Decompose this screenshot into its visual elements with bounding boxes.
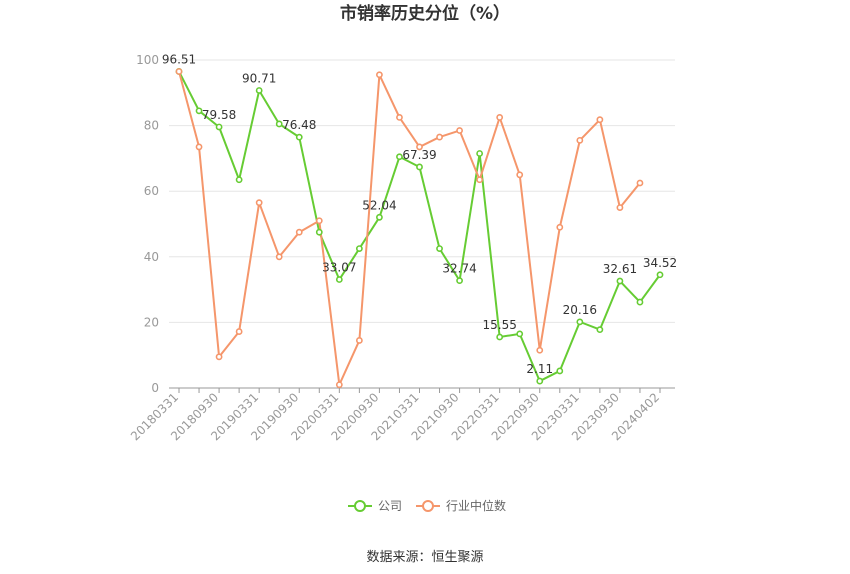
data-label: 79.58 xyxy=(202,108,236,122)
series-point-0 xyxy=(616,277,624,285)
chart-title: 市销率历史分位（%） xyxy=(340,3,510,24)
series-point-1 xyxy=(536,346,544,354)
series-point-1 xyxy=(355,337,363,344)
series-point-1 xyxy=(335,381,343,389)
series-point-1 xyxy=(255,199,263,207)
series-point-0 xyxy=(536,377,544,385)
legend-item-1[interactable]: 行业中位数 xyxy=(416,498,506,513)
legend-label: 公司 xyxy=(378,499,402,513)
data-label: 90.71 xyxy=(242,71,276,85)
series-point-0 xyxy=(636,298,644,306)
series-point-1 xyxy=(315,217,323,225)
series-point-0 xyxy=(235,176,243,184)
data-labels: 96.51 79.58 90.71 76.48 33.07 52.04 67.39 32.74… xyxy=(162,52,677,376)
legend[interactable]: 公司 行业中位数 xyxy=(348,498,506,513)
series-point-0 xyxy=(396,153,403,161)
series-point-1 xyxy=(396,114,403,121)
series-point-0 xyxy=(416,163,423,171)
series-point-0 xyxy=(255,87,263,94)
series-point-1 xyxy=(295,228,303,236)
legend-swatch-marker xyxy=(354,500,366,512)
series-point-0 xyxy=(516,330,524,338)
series-layer xyxy=(175,68,664,389)
y-tick-label: 100 xyxy=(136,53,159,67)
series-point-1 xyxy=(496,114,504,121)
series-point-0 xyxy=(596,326,604,334)
series-point-1 xyxy=(275,253,283,261)
series-point-0 xyxy=(556,367,564,375)
series-line-0 xyxy=(178,70,661,383)
series-point-1 xyxy=(456,127,463,134)
series-point-1 xyxy=(376,71,383,79)
data-label: 32.61 xyxy=(603,262,637,276)
data-label: 2.11 xyxy=(526,362,553,376)
y-tick-label: 80 xyxy=(144,119,159,133)
series-point-1 xyxy=(175,68,183,75)
data-label: 67.39 xyxy=(402,148,436,162)
y-tick-label: 0 xyxy=(151,381,159,395)
series-point-0 xyxy=(656,271,664,279)
series-point-0 xyxy=(275,120,283,128)
data-label: 15.55 xyxy=(482,318,516,332)
grid xyxy=(169,59,675,323)
series-point-0 xyxy=(195,107,203,115)
data-label: 96.51 xyxy=(162,52,196,66)
series-point-0 xyxy=(476,150,484,157)
series-point-1 xyxy=(195,143,203,151)
data-label: 32.74 xyxy=(442,262,476,276)
series-point-1 xyxy=(636,179,644,187)
series-point-0 xyxy=(576,318,584,326)
data-label: 76.48 xyxy=(282,118,316,132)
series-point-1 xyxy=(596,116,604,124)
series-point-0 xyxy=(355,245,363,252)
series-point-0 xyxy=(315,228,323,236)
series-point-1 xyxy=(616,204,624,211)
y-axis: 0 20 40 60 80 100 xyxy=(136,53,159,395)
series-point-1 xyxy=(416,143,423,151)
series-point-1 xyxy=(476,176,484,184)
series-point-1 xyxy=(235,328,243,335)
y-tick-label: 20 xyxy=(144,315,159,329)
legend-swatch-marker xyxy=(422,500,434,512)
legend-item-0[interactable]: 公司 xyxy=(348,499,402,513)
series-point-0 xyxy=(215,123,223,131)
x-axis: 2018033120180930201903312019093020200331… xyxy=(128,387,675,443)
source-note: 数据来源：恒生聚源 xyxy=(366,550,483,565)
series-point-0 xyxy=(496,333,504,341)
y-tick-label: 40 xyxy=(144,250,159,264)
series-point-0 xyxy=(456,277,463,285)
series-point-0 xyxy=(376,213,383,221)
series-point-1 xyxy=(556,223,564,231)
data-label: 52.04 xyxy=(362,198,396,212)
data-label: 34.52 xyxy=(643,256,677,270)
data-label: 33.07 xyxy=(322,261,356,275)
series-point-1 xyxy=(576,136,584,144)
data-label: 20.16 xyxy=(563,303,597,317)
legend-label: 行业中位数 xyxy=(446,498,506,513)
y-tick-label: 60 xyxy=(144,184,159,198)
series-point-1 xyxy=(436,133,443,141)
series-point-1 xyxy=(215,353,223,361)
series-line-1 xyxy=(178,71,641,386)
series-point-0 xyxy=(295,133,303,141)
series-point-0 xyxy=(436,245,443,252)
series-point-0 xyxy=(335,276,343,283)
series-point-1 xyxy=(516,171,524,179)
